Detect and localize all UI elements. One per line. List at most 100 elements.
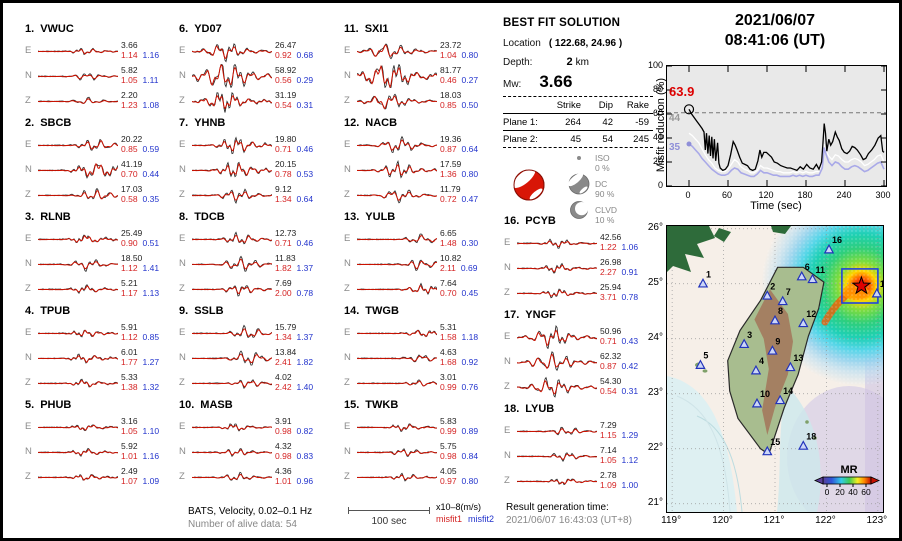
trace-values: 3.91 0.98 0.82 (275, 416, 313, 436)
station-number: 3. (25, 211, 35, 223)
misfit-values: 1.14 1.16 (121, 50, 159, 60)
station-block: 18. LYUB E 7.29 1.15 1.29 N 7.14 1.05 1.12 Z 2.78 1.… (504, 403, 652, 497)
amplitude-value: 41.19 (121, 159, 143, 169)
channel-label: Z (25, 95, 31, 106)
waveform-row: E 7.29 1.15 1.29 (504, 418, 652, 443)
misfit1-value: 1.68 (440, 356, 457, 367)
waveform-row: E 50.96 0.71 0.43 (504, 324, 652, 349)
trace-values: 17.03 0.58 0.35 (121, 184, 159, 204)
misfit2-value: 1.29 (621, 429, 639, 440)
channel-label: E (25, 139, 32, 150)
amplitude-value: 11.83 (275, 253, 296, 263)
station-block: 7. YHNB E 19.80 0.71 0.46 N 20.15 0.78 0.53 Z 9.12 1… (179, 117, 331, 211)
misfit-plot-svg (667, 65, 886, 187)
misfit-values: 1.15 1.29 (600, 430, 638, 440)
misfit1-value: 1.58 (440, 331, 457, 342)
station-number: 7. (179, 117, 189, 129)
station-name: SXI1 (364, 23, 389, 35)
channel-label: Z (504, 287, 510, 298)
plane1-dip: 42 (602, 116, 613, 128)
waveform-trace (357, 227, 437, 251)
station-number: 16. (504, 215, 520, 227)
misfit-y-tick-label: 0 (657, 180, 663, 190)
misfit-values: 0.85 0.59 (121, 144, 159, 154)
waveform-column-1: 1. VWUC E 3.66 1.14 1.16 N 5.82 1.05 1.11 Z 2.20 1.2… (25, 23, 173, 493)
misfit-values: 0.78 0.53 (275, 169, 313, 179)
amplitude-value: 7.29 (600, 420, 617, 430)
channel-label: N (179, 70, 186, 81)
waveform-row: N 62.32 0.87 0.42 (504, 349, 652, 374)
station-header: 18. LYUB (504, 403, 652, 418)
waveform-row: Z 5.33 1.38 1.32 (25, 370, 173, 395)
map-station-number: 1 (706, 269, 711, 279)
misfit-values: 0.97 0.80 (440, 476, 478, 486)
station-number: 4. (25, 305, 35, 317)
station-name: NACB (365, 117, 398, 129)
waveform-trace (517, 444, 597, 468)
trace-values: 18.50 1.12 1.41 (121, 253, 159, 273)
amplitude-value: 5.91 (121, 322, 138, 332)
misfit1-value: 1.05 (121, 425, 138, 436)
waveform-trace (357, 63, 437, 88)
misfit1-value: 1.12 (121, 262, 138, 273)
map-lon-tick-label: 120° (712, 515, 733, 526)
waveform-trace (192, 39, 272, 63)
waveform-trace (517, 281, 597, 305)
misfit-purple-value: 35 (669, 142, 681, 153)
taiwan-station-map: 123456789101112131415161718MR0204060 (666, 185, 902, 530)
trace-values: 58.92 0.56 0.29 (275, 65, 313, 85)
channel-label: E (344, 233, 351, 244)
misfit2-value: 0.27 (461, 74, 479, 85)
location-label: Location (503, 38, 541, 49)
misfit2-value: 0.69 (460, 262, 478, 273)
waveform-row: Z 7.64 0.70 0.45 (344, 276, 494, 301)
misfit1-value: 0.98 (275, 450, 292, 461)
channel-label: N (25, 446, 32, 457)
iso-name: ISO (595, 153, 610, 163)
depth-unit: km (575, 57, 589, 68)
station-name: YHNB (194, 117, 226, 129)
waveform-row: N 5.75 0.98 0.84 (344, 439, 494, 464)
channel-label: E (25, 327, 32, 338)
misfit2-value: 1.82 (296, 356, 314, 367)
iso-legend: ISO 0 % (595, 153, 610, 173)
misfit-y-tick-label: 80 (652, 84, 663, 94)
station-name: TWGB (365, 305, 399, 317)
amplitude-value: 23.72 (440, 40, 462, 50)
channel-label: Z (344, 95, 350, 106)
station-block: 15. TWKB E 5.83 0.99 0.89 N 5.75 0.98 0.84 Z 4.05 0.… (344, 399, 494, 493)
misfit-white-value: 44 (669, 113, 681, 124)
waveform-row: E 26.47 0.92 0.68 (179, 38, 331, 63)
channel-label: E (344, 45, 351, 56)
channel-label: E (25, 233, 32, 244)
misfit-values: 1.04 0.80 (440, 50, 478, 60)
station-name: YNGF (525, 309, 556, 321)
station-number: 8. (179, 211, 189, 223)
nodal-plane-table: Strike Dip Rake Plane 1: 264 42 -59 Plan… (503, 96, 653, 148)
colorbar-tick-label: 0 (825, 487, 830, 497)
map-lat-tick-label: 22° (647, 441, 663, 453)
station-number: 14. (344, 305, 360, 317)
misfit-legend: misfit1 misfit2 (436, 514, 494, 524)
trace-values: 11.79 0.72 0.47 (440, 184, 478, 204)
map-station-number: 16 (832, 235, 842, 245)
waveform-row: Z 4.36 1.01 0.96 (179, 464, 331, 489)
station-name: LYUB (525, 403, 555, 415)
amplitude-value: 19.80 (275, 134, 297, 144)
misfit2-value: 0.31 (621, 385, 639, 396)
misfit2-value: 1.37 (296, 331, 314, 342)
misfit1-value: 0.71 (275, 237, 292, 248)
misfit-values: 1.05 1.12 (600, 455, 638, 465)
misfit1-value: 1.82 (275, 262, 292, 273)
station-header: 4. TPUB (25, 305, 173, 320)
misfit1-value: 0.99 (440, 425, 457, 436)
station-block: 17. YNGF E 50.96 0.71 0.43 N 62.32 0.87 0.42 Z 54.3… (504, 309, 652, 403)
clvd-legend: CLVD 10 % (595, 205, 617, 225)
channel-label: E (25, 421, 32, 432)
misfit2-value: 0.80 (461, 475, 479, 486)
misfit1-value: 1.09 (600, 479, 617, 490)
map-station-marker (769, 314, 781, 325)
plane2-dip: 54 (602, 133, 613, 145)
waveform-row: N 17.59 1.36 0.80 (344, 157, 494, 182)
map-station-marker (751, 397, 763, 408)
